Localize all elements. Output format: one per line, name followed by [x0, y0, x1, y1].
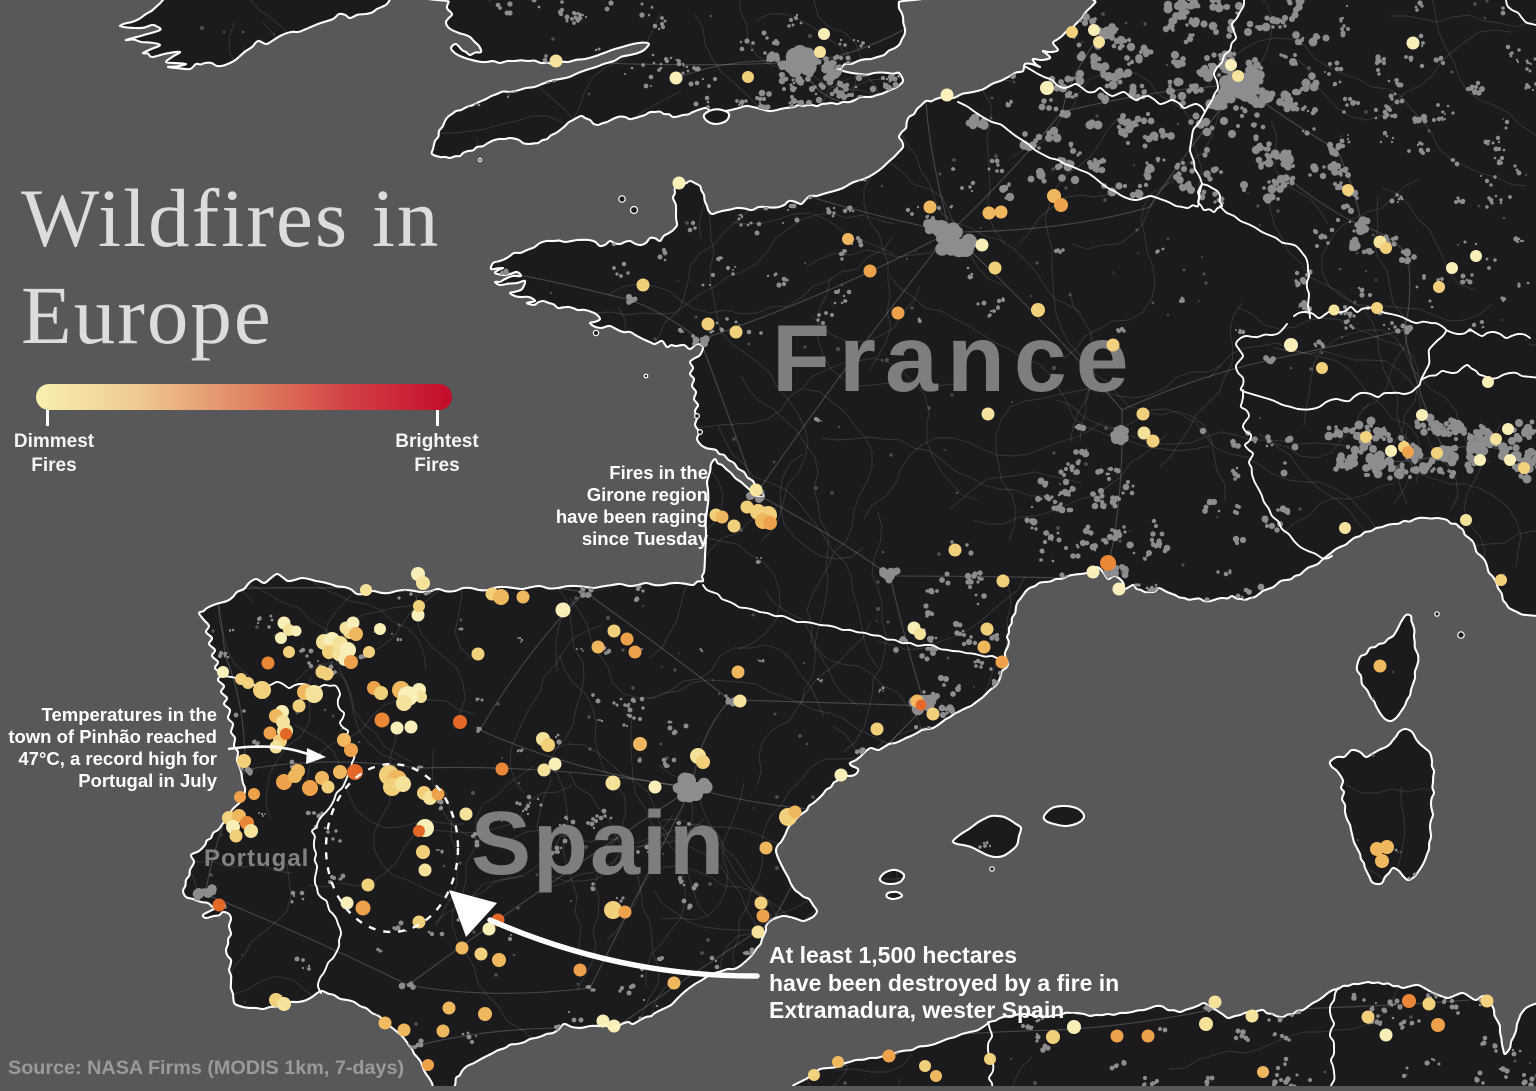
svg-text:France: France: [772, 306, 1138, 412]
svg-text:Portugal: Portugal: [204, 845, 309, 872]
svg-text:Spain: Spain: [471, 794, 726, 894]
